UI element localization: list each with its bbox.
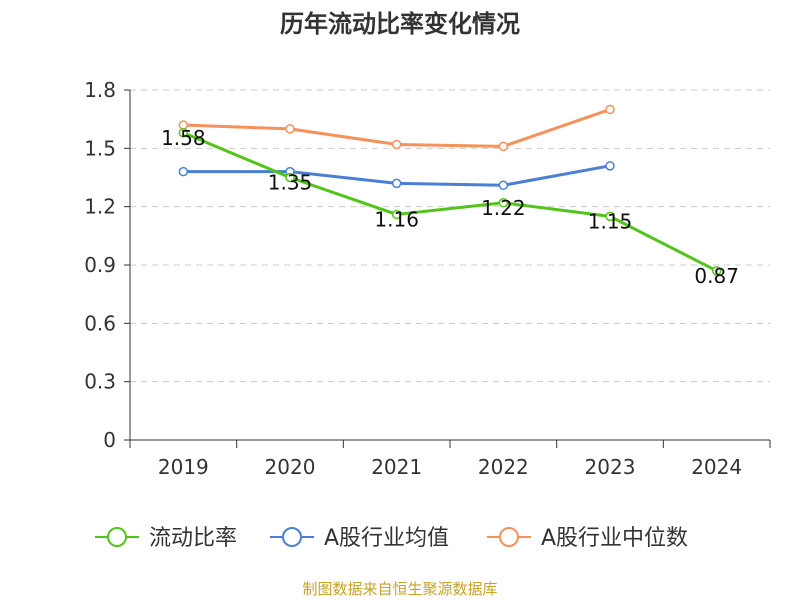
axes: 0 0.3 0.6 0.9 1.2 1.5 1.8 2019 2020 2021 2022 2023 2… <box>84 78 771 479</box>
data-label: 1.35 <box>268 171 313 195</box>
y-tick-label: 1.8 <box>84 78 116 102</box>
legend-label: A股行业中位数 <box>541 526 688 551</box>
data-point[interactable] <box>391 139 402 150</box>
grid-lines <box>130 89 770 383</box>
legend-marker <box>499 527 519 547</box>
data-point[interactable] <box>605 161 615 171</box>
data-point[interactable] <box>711 266 722 276</box>
y-tick-label: 0.9 <box>84 253 116 277</box>
x-tick-label: 2020 <box>265 455 316 479</box>
legend[interactable]: 流动比率 A股行业均值 A股行业中位数 <box>95 526 688 551</box>
y-tick-label: 0.3 <box>84 370 116 394</box>
x-tick-label: 2019 <box>158 455 209 479</box>
x-tick-label: 2021 <box>371 455 422 479</box>
y-tick-label: 0.6 <box>84 311 116 335</box>
legend-label: A股行业均值 <box>324 526 449 551</box>
data-point[interactable] <box>178 166 189 177</box>
data-label: 1.16 <box>374 207 419 231</box>
data-labels: 1.58 1.35 1.16 1.22 1.15 0.87 <box>161 126 739 288</box>
source-note: 制图数据来自恒生聚源数据库 <box>302 580 497 598</box>
legend-marker <box>107 527 127 547</box>
y-tick-label: 1.2 <box>84 195 116 219</box>
legend-label: 流动比率 <box>149 526 237 551</box>
data-label: 0.87 <box>694 264 739 288</box>
data-label: 1.15 <box>588 209 633 233</box>
chart-title: 历年流动比率变化情况 <box>280 10 520 38</box>
legend-item-1[interactable]: A股行业均值 <box>270 526 449 551</box>
y-tick-label: 1.5 <box>84 136 116 160</box>
legend-item-0[interactable]: 流动比率 <box>95 526 237 551</box>
x-tick-label: 2024 <box>691 455 742 479</box>
data-point[interactable] <box>391 209 402 220</box>
data-point[interactable] <box>498 141 509 152</box>
legend-marker <box>282 527 302 547</box>
x-tick-label: 2022 <box>478 455 529 479</box>
data-point[interactable] <box>605 104 615 115</box>
data-point[interactable] <box>178 128 189 138</box>
data-label: 1.58 <box>161 126 206 150</box>
data-point[interactable] <box>285 124 295 134</box>
legend-item-2[interactable]: A股行业中位数 <box>487 526 688 551</box>
series-line-0 <box>182 131 718 273</box>
series-layer <box>178 104 722 276</box>
data-point[interactable] <box>391 178 402 189</box>
data-point[interactable] <box>285 172 295 183</box>
data-point[interactable] <box>498 180 509 191</box>
data-label: 1.22 <box>481 196 526 220</box>
x-tick-label: 2023 <box>585 455 636 479</box>
data-point[interactable] <box>605 211 615 222</box>
data-point[interactable] <box>498 198 509 208</box>
y-tick-label: 0 <box>103 428 116 452</box>
